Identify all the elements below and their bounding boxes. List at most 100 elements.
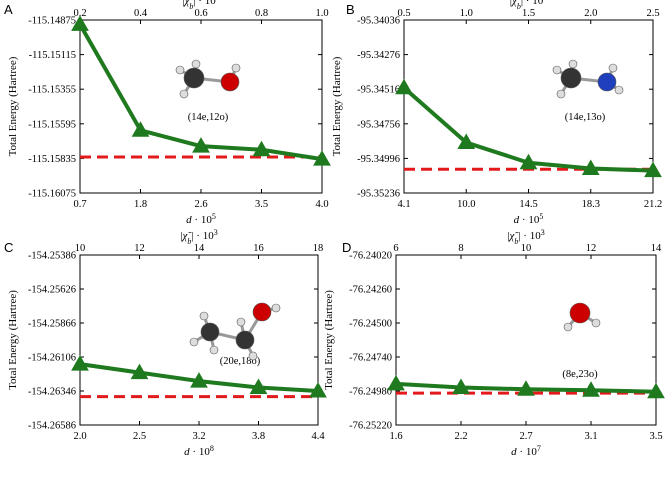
y-tick-label: -154.25386: [28, 251, 76, 262]
x2-tick-label: 16: [253, 243, 264, 254]
panel-b: B-95.34036 -95.34276 -95.34516 -95.34756 -95…: [331, 0, 662, 226]
x2-tick-label: 1.0: [315, 8, 328, 19]
molecule-water: [563, 302, 601, 332]
atom: [183, 67, 205, 89]
atom: [248, 351, 258, 361]
panel-letter: B: [346, 2, 355, 17]
molecule-methylamine: [552, 59, 624, 99]
data-point: [190, 372, 208, 388]
atom: [597, 72, 617, 92]
atom: [569, 302, 591, 324]
x-tick-label: 0.7: [73, 199, 86, 210]
atom: [608, 63, 618, 73]
atom: [175, 65, 185, 75]
molecule-methanol: [175, 59, 241, 99]
y-tick-label: -76.24740: [349, 353, 392, 364]
x-tick-label: 1.6: [389, 431, 402, 442]
x2-tick-label: 14: [651, 243, 662, 254]
y-axis-label: Total Energy (Hartree): [7, 290, 19, 390]
y-tick-label: -154.26106: [28, 353, 76, 364]
y-tick-label: -76.24260: [349, 285, 392, 296]
x2-tick-label: 6: [393, 243, 398, 254]
x2-tick-label: 10: [521, 243, 532, 254]
y-tick-label: -76.24980: [349, 387, 392, 398]
y-tick-label: -95.34756: [357, 119, 400, 130]
x-tick-label: 3.1: [584, 431, 597, 442]
x-axis-label: d · 108: [184, 444, 214, 459]
x2-tick-label: 0.8: [255, 8, 268, 19]
x-tick-label: 18.3: [582, 199, 600, 210]
data-point: [457, 133, 476, 150]
x2-tick-label: 0.5: [397, 8, 410, 19]
active-space-label: (8e,23o): [562, 369, 598, 380]
y-tick-label: -115.15835: [28, 154, 76, 165]
x2-tick-label: 10: [75, 243, 86, 254]
data-point: [582, 381, 600, 397]
x2-axis-label: |χ̃b| · 103: [182, 0, 219, 11]
atom: [560, 67, 582, 89]
x-tick-label: 2.0: [73, 431, 86, 442]
y-axis-label: Total Energy (Hartree): [7, 56, 19, 156]
x2-tick-label: 0.6: [194, 8, 207, 19]
data-point: [71, 355, 89, 371]
atom: [271, 303, 281, 313]
y-tick-label: -95.35236: [357, 189, 400, 200]
data-point: [309, 381, 327, 398]
panel-letter: C: [4, 240, 13, 255]
data-point: [647, 382, 665, 399]
y-tick-label: -95.34516: [357, 85, 400, 96]
data-point: [131, 121, 150, 137]
active-space-label: (14e,12o): [188, 112, 229, 123]
x-tick-label: 2.6: [194, 199, 207, 210]
atom: [199, 311, 209, 321]
data-point: [252, 140, 271, 157]
x2-tick-label: 18: [313, 243, 324, 254]
y-tick-label: -115.14875: [28, 16, 76, 27]
x-tick-label: 1.8: [134, 199, 147, 210]
active-space-label: (14e,13o): [565, 112, 606, 123]
x-tick-label: 4.0: [315, 199, 328, 210]
x-tick-label: 2.2: [454, 431, 467, 442]
x2-tick-label: 2.5: [646, 8, 659, 19]
y-tick-label: -76.24020: [349, 251, 392, 262]
x-tick-label: 14.5: [519, 199, 537, 210]
x2-tick-label: 14: [194, 243, 205, 254]
y-tick-label: -115.15115: [29, 50, 76, 61]
plot-frame: [79, 19, 323, 194]
x2-axis-label: |χ̃b| · 103: [507, 228, 544, 246]
y-tick-label: -95.34996: [357, 154, 400, 165]
x-axis-label: d · 107: [511, 444, 541, 459]
x2-tick-label: 0.2: [73, 8, 86, 19]
data-point: [452, 378, 470, 394]
x2-tick-label: 12: [134, 243, 145, 254]
y-axis-label: Total Energy (Hartree): [331, 56, 343, 156]
data-point: [581, 159, 600, 175]
atom: [235, 330, 255, 350]
y-tick-label: -154.25626: [28, 285, 76, 296]
x-tick-label: 3.5: [255, 199, 268, 210]
x-tick-label: 3.5: [649, 431, 662, 442]
x-tick-label: 2.7: [519, 431, 532, 442]
x2-axis-label: |χ̃b| · 103: [510, 0, 547, 11]
data-point: [387, 374, 405, 391]
y-tick-label: -95.34276: [357, 50, 400, 61]
data-point: [192, 137, 210, 153]
x2-tick-label: 12: [586, 243, 597, 254]
panel-c: C -154.25386 -154.25626 -154.25866 -154.2610…: [4, 228, 327, 459]
atom: [614, 85, 624, 95]
atom: [220, 72, 240, 92]
atom: [236, 317, 246, 327]
data-point: [395, 78, 413, 95]
y-tick-label: -115.16075: [28, 189, 76, 200]
atom: [252, 302, 272, 322]
atom: [231, 63, 241, 73]
x-tick-label: 4.4: [311, 431, 325, 442]
panel-a: A -115.14875 -115.15115 -115.15355 -115.1559…: [4, 0, 331, 226]
plot-frame: [395, 254, 657, 426]
y-tick-label: -95.34036: [357, 16, 400, 27]
panel-letter: A: [4, 2, 13, 17]
x-axis-label: d · 105: [514, 212, 544, 227]
x-tick-label: 3.2: [192, 431, 205, 442]
atom: [179, 89, 189, 99]
x2-tick-label: 1.5: [522, 8, 535, 19]
